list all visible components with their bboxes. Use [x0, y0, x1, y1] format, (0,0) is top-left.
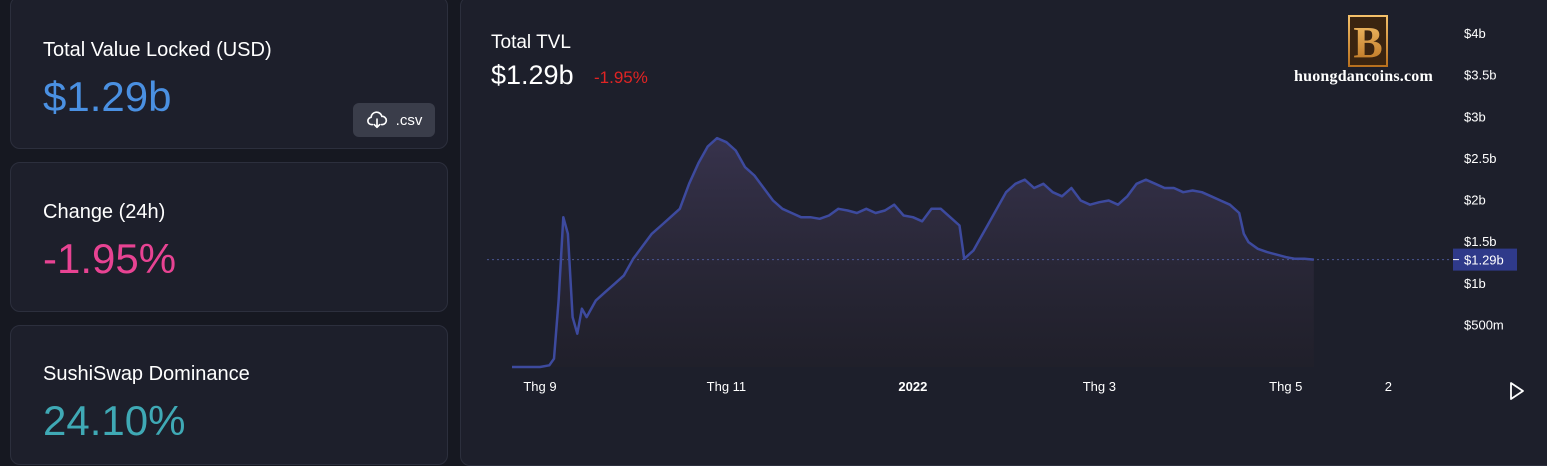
y-tick-label: $3b: [1464, 109, 1486, 124]
y-tick-label: $1.5b: [1464, 234, 1497, 249]
cloud-download-icon: [366, 111, 387, 129]
tvl-line: [512, 136, 1314, 369]
watermark-logo: B: [1348, 15, 1388, 67]
y-tick-label: $4b: [1464, 26, 1486, 41]
tvl-value: $1.29b: [43, 73, 172, 120]
svg-text:B: B: [1353, 18, 1382, 67]
dominance-value: 24.10%: [43, 397, 186, 444]
x-tick-label: Thg 3: [1083, 379, 1116, 394]
change-value: -1.95%: [43, 235, 177, 282]
watermark-text: huongdancoins.com: [1294, 68, 1433, 85]
y-tick-label: $1b: [1464, 276, 1486, 291]
y-tick-label: $500m: [1464, 317, 1504, 332]
chart-value: $1.29b: [491, 60, 574, 90]
chart-change: -1.95%: [594, 68, 648, 87]
x-tick-label: Thg 5: [1269, 379, 1302, 394]
tvl-area: [512, 138, 1314, 367]
tvl-label: Total Value Locked (USD): [43, 39, 272, 61]
tvl-card: Total Value Locked (USD) $1.29b .csv: [10, 0, 448, 149]
y-tick-label: $2b: [1464, 193, 1486, 208]
csv-label: .csv: [395, 111, 423, 129]
download-csv-button[interactable]: .csv: [353, 103, 435, 137]
current-value-badge: [1453, 248, 1517, 271]
y-tick-label: $2.5b: [1464, 151, 1497, 166]
change-card: Change (24h) -1.95%: [10, 162, 448, 312]
dominance-label: SushiSwap Dominance: [43, 363, 250, 385]
change-label: Change (24h): [43, 201, 166, 223]
chart-title: Total TVL: [491, 32, 571, 53]
x-tick-label: Thg 11: [707, 379, 747, 394]
tvl-chart: $500m $1b $1.5b $2b $2.5b $3b $3.5b $4b $1.29b Th…: [487, 26, 1517, 394]
play-icon[interactable]: [1507, 380, 1527, 402]
x-tick-label: 2: [1385, 379, 1392, 394]
x-tick-label: Thg 9: [523, 379, 556, 394]
current-value-label: $1.29b: [1464, 253, 1504, 268]
y-tick-label: $3.5b: [1464, 68, 1497, 83]
x-tick-label: 2022: [898, 379, 927, 394]
dominance-card: SushiSwap Dominance 24.10%: [10, 325, 448, 465]
